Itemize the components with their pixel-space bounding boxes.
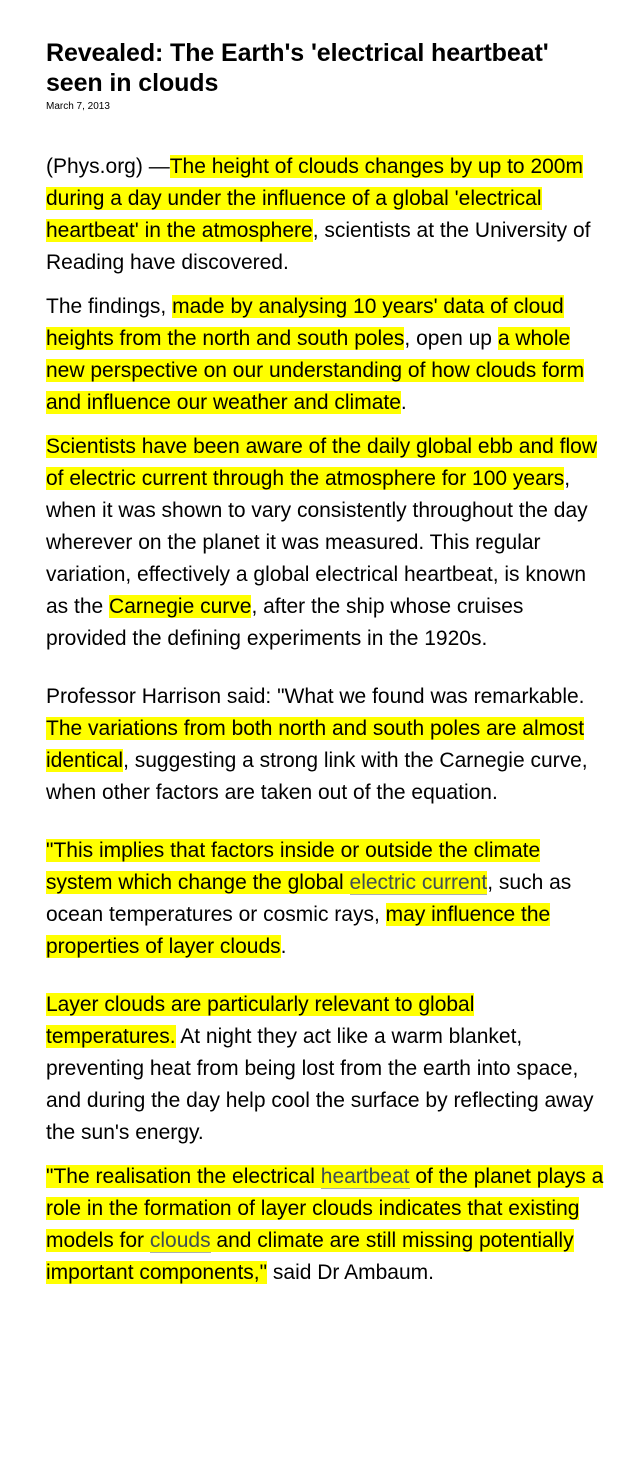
paragraph-7: "The realisation the electrical heartbea…	[46, 1161, 606, 1289]
paragraph-5: "This implies that factors inside or out…	[46, 835, 606, 963]
text: said Dr Ambaum.	[267, 1261, 434, 1284]
text: .	[400, 391, 407, 414]
text: , scientists at the University of Readin…	[46, 219, 591, 274]
clouds-link[interactable]: clouds	[149, 1229, 211, 1253]
article-title: Revealed: The Earth's 'electrical heartb…	[46, 39, 549, 97]
text: At night they act like a warm blanket, p…	[46, 1025, 594, 1144]
article-date: March 7, 2013	[46, 101, 110, 112]
electric-current-link[interactable]: electric current	[349, 871, 488, 895]
text: "This implies that factors inside or out…	[46, 839, 541, 894]
text: , such as ocean temperatures or cosmic r…	[46, 871, 572, 926]
source-tag: (Phys.org) —	[46, 155, 170, 178]
paragraph-4: Professor Harrison said: "What we found …	[46, 681, 606, 809]
text: of the planet plays a role in the format…	[46, 1165, 604, 1252]
text: "The realisation the electrical	[46, 1165, 321, 1188]
text: , when it was shown to vary consistently…	[46, 467, 588, 618]
heartbeat-link[interactable]: heartbeat	[320, 1165, 410, 1189]
highlight: Scientists have been aware of the daily …	[46, 435, 598, 490]
highlight: Carnegie curve	[109, 595, 252, 618]
text: The findings,	[46, 295, 173, 318]
paragraph-1: (Phys.org) —The height of clouds changes…	[46, 151, 606, 279]
text: and climate are still missing potentiall…	[46, 1229, 574, 1284]
text: , suggesting a strong link with the Carn…	[46, 749, 588, 804]
paragraph-6: Layer clouds are particularly relevant t…	[46, 989, 606, 1149]
text: .	[280, 935, 287, 958]
article: Revealed: The Earth's 'electrical heartb…	[46, 38, 606, 1301]
text: , after the ship whose cruises provided …	[46, 595, 524, 650]
paragraph-3: Scientists have been aware of the daily …	[46, 431, 606, 655]
text: Professor Harrison said: "What we found …	[46, 685, 585, 708]
paragraph-2: The findings, made by analysing 10 years…	[46, 291, 606, 419]
text: , open up	[404, 327, 498, 350]
highlight: "This implies that factors inside or out…	[46, 839, 541, 895]
